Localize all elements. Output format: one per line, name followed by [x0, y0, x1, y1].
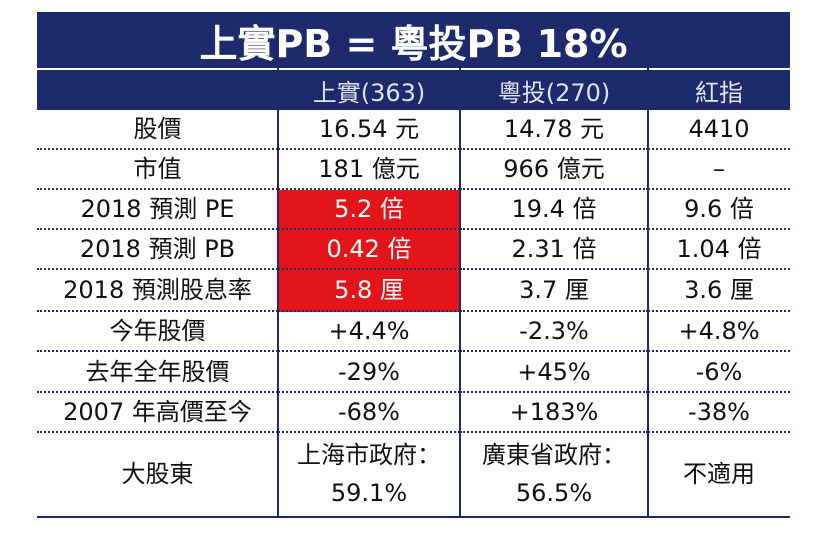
table-cell: 股價: [37, 110, 278, 150]
table-cell: +183%: [460, 393, 648, 433]
table-cell: 廣東省政府： 56.5%: [460, 433, 648, 515]
table-cell: -68%: [278, 393, 460, 433]
table-cell: -38%: [648, 393, 790, 433]
table-cell: 2.31 倍: [460, 230, 648, 270]
table-cell: -29%: [278, 352, 460, 393]
table-cell: 19.4 倍: [460, 190, 648, 230]
table-cell: 今年股價: [37, 312, 278, 352]
table-cell: -6%: [648, 352, 790, 393]
table-cell: 5.8 厘: [278, 270, 460, 312]
column-rule: [277, 68, 279, 516]
header-cell: 粵投(270): [460, 70, 648, 110]
cell-line: 59.1%: [330, 479, 408, 507]
header-cell: 紅指: [648, 70, 790, 110]
table-cell: 16.54 元: [278, 110, 460, 150]
table-cell: 2007 年高價至今: [37, 393, 278, 433]
table-cell: 181 億元: [278, 150, 460, 190]
table-cell: 9.6 倍: [648, 190, 790, 230]
table-cell: 4410: [648, 110, 790, 150]
table-cell: 2018 預測 PB: [37, 230, 278, 270]
table-cell: 0.42 倍: [278, 230, 460, 270]
table-cell: 2018 預測 PE: [37, 190, 278, 230]
header-cell: 上實(363): [278, 70, 460, 110]
table-cell: 上海市政府： 59.1%: [278, 433, 460, 515]
cell-line: 上海市政府：: [297, 441, 441, 469]
column-rule: [459, 68, 461, 516]
table-cell: –: [648, 150, 790, 190]
header-stub: [37, 70, 278, 110]
table-cell: +4.4%: [278, 312, 460, 352]
table-cell: 3.7 厘: [460, 270, 648, 312]
table-cell: 去年全年股價: [37, 352, 278, 393]
cell-line: 56.5%: [515, 479, 593, 507]
table-cell: 5.2 倍: [278, 190, 460, 230]
table-cell: 966 億元: [460, 150, 648, 190]
title: 上實PB = 粵投PB 18%: [37, 12, 790, 68]
table-cell: +4.8%: [648, 312, 790, 352]
table-cell: -2.3%: [460, 312, 648, 352]
table-cell: 市值: [37, 150, 278, 190]
table-cell: 不適用: [683, 460, 755, 488]
table-cell: 3.6 厘: [648, 270, 790, 312]
table-cell: 14.78 元: [460, 110, 648, 150]
table-cell: 大股東: [121, 460, 194, 488]
table-cell: 1.04 倍: [648, 230, 790, 270]
table-cell: +45%: [460, 352, 648, 393]
cell-line: 廣東省政府：: [482, 441, 626, 469]
bottom-rule: [37, 516, 790, 518]
table-cell: 2018 預測股息率: [37, 270, 278, 312]
column-rule: [647, 68, 649, 516]
